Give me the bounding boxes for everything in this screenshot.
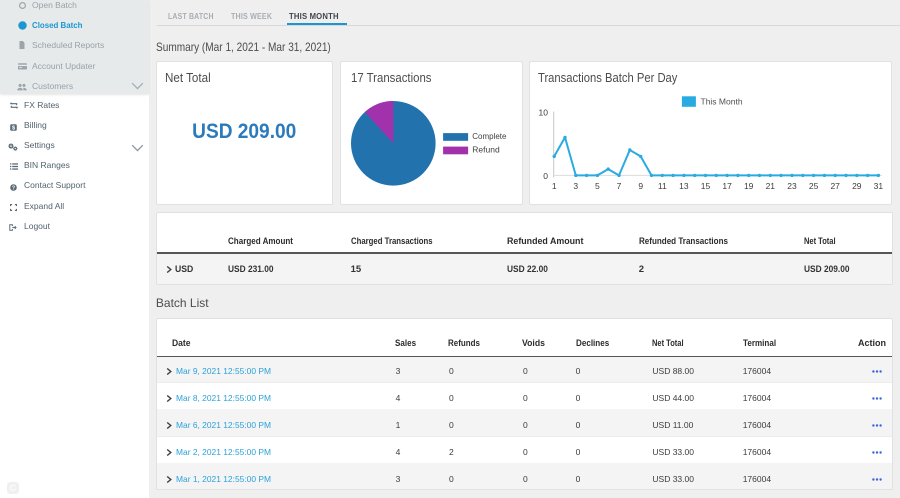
svg-text:23: 23: [787, 181, 797, 191]
svg-text:9: 9: [638, 181, 643, 191]
svg-text:17: 17: [722, 181, 732, 191]
svg-text:25: 25: [809, 181, 819, 191]
svg-text:29: 29: [852, 181, 862, 191]
svg-text:11: 11: [658, 181, 667, 191]
svg-text:5: 5: [595, 181, 600, 191]
svg-text:27: 27: [830, 181, 840, 191]
svg-text:0: 0: [543, 171, 548, 181]
svg-text:?: ?: [12, 185, 15, 191]
svg-text:13: 13: [679, 181, 689, 191]
svg-text:Refund: Refund: [472, 145, 500, 155]
svg-text:1: 1: [552, 181, 557, 191]
svg-text:Complete: Complete: [472, 132, 507, 141]
svg-text:10: 10: [539, 107, 549, 117]
svg-text:$: $: [12, 125, 15, 131]
svg-text:19: 19: [744, 181, 754, 191]
svg-text:3: 3: [573, 181, 578, 191]
svg-text:This Month: This Month: [701, 97, 743, 107]
svg-text:15: 15: [701, 181, 711, 191]
svg-text:31: 31: [874, 181, 884, 191]
svg-text:7: 7: [617, 181, 622, 191]
svg-text:21: 21: [766, 181, 776, 191]
